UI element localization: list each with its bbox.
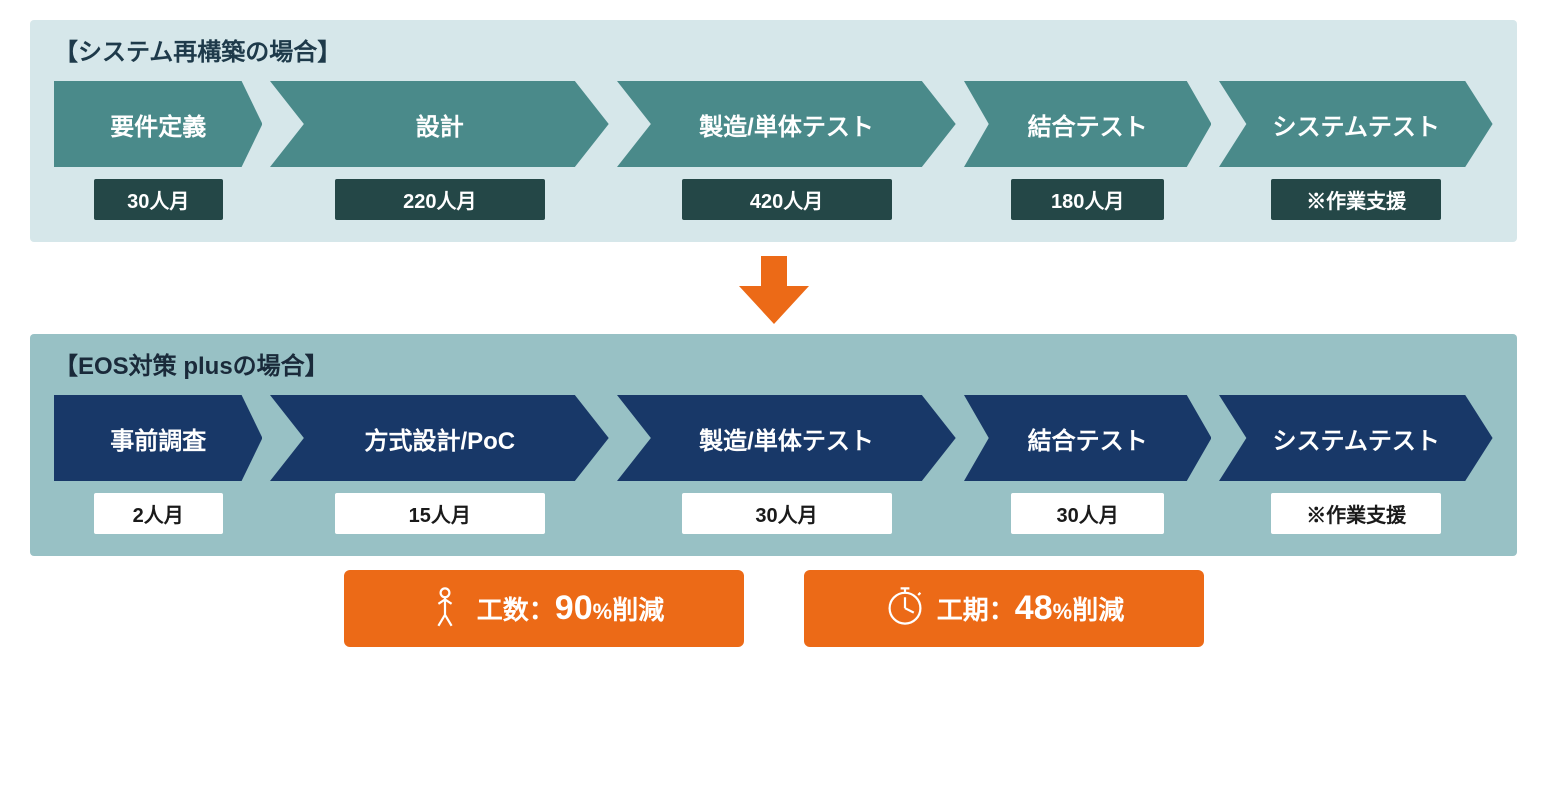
step-label: 製造/単体テスト: [691, 421, 882, 456]
panel-title: 【システム再構築の場合】: [54, 32, 1493, 67]
process-step: 結合テスト 30人月: [964, 395, 1212, 534]
step-value: 2人月: [94, 493, 223, 534]
step-chevron: 事前調査: [54, 395, 262, 481]
panel-eos-plus: 【EOS対策 plusの場合】 事前調査 2人月 方式設計/PoC 15人月 製造/…: [30, 334, 1517, 556]
step-value: 30人月: [94, 179, 223, 220]
process-step: 結合テスト 180人月: [964, 81, 1212, 220]
step-chevron: 設計: [270, 81, 609, 167]
step-label: 要件定義: [102, 107, 214, 142]
process-step: 設計 220人月: [270, 81, 609, 220]
summary-row: 工数：90%削減 工期：48%削減: [30, 570, 1517, 647]
step-value: 180人月: [1011, 179, 1164, 220]
step-chevron: 結合テスト: [964, 395, 1212, 481]
down-arrow-icon: [30, 256, 1517, 324]
step-value: 420人月: [682, 179, 892, 220]
panel-rebuild: 【システム再構築の場合】 要件定義 30人月 設計 220人月 製造/単体テスト 42…: [30, 20, 1517, 242]
summary-number: 90: [555, 589, 593, 627]
process-flow: 要件定義 30人月 設計 220人月 製造/単体テスト 420人月 結合テスト 180人…: [54, 81, 1493, 220]
process-step: システムテスト ※作業支援: [1219, 81, 1493, 220]
step-label: システムテスト: [1265, 107, 1448, 142]
summary-suffix: 削減: [1072, 595, 1124, 625]
summary-prefix: 工数：: [477, 595, 555, 625]
step-label: 製造/単体テスト: [691, 107, 882, 142]
step-label: 事前調査: [102, 421, 214, 456]
step-chevron: システムテスト: [1219, 81, 1493, 167]
step-value: 30人月: [682, 493, 892, 534]
stopwatch-icon: [883, 584, 927, 633]
process-step: 要件定義 30人月: [54, 81, 262, 220]
process-flow: 事前調査 2人月 方式設計/PoC 15人月 製造/単体テスト 30人月 結合テスト 3…: [54, 395, 1493, 534]
summary-suffix: 削減: [612, 595, 664, 625]
step-chevron: 製造/単体テスト: [617, 81, 956, 167]
summary-text: 工数：90%削減: [477, 589, 664, 628]
process-step: 製造/単体テスト 420人月: [617, 81, 956, 220]
step-label: システムテスト: [1265, 421, 1448, 456]
step-value: 30人月: [1011, 493, 1164, 534]
step-label: 結合テスト: [1020, 107, 1156, 142]
step-chevron: 要件定義: [54, 81, 262, 167]
person-icon: [423, 584, 467, 633]
step-value: ※作業支援: [1271, 179, 1441, 220]
step-label: 方式設計/PoC: [356, 421, 523, 456]
step-value: 15人月: [335, 493, 545, 534]
step-chevron: システムテスト: [1219, 395, 1493, 481]
process-step: 製造/単体テスト 30人月: [617, 395, 956, 534]
panel-title: 【EOS対策 plusの場合】: [54, 346, 1493, 381]
summary-effort: 工数：90%削減: [344, 570, 744, 647]
summary-duration: 工期：48%削減: [804, 570, 1204, 647]
summary-pct: %: [593, 599, 613, 624]
process-step: 事前調査 2人月: [54, 395, 262, 534]
process-step: 方式設計/PoC 15人月: [270, 395, 609, 534]
summary-prefix: 工期：: [937, 595, 1015, 625]
step-label: 設計: [408, 107, 472, 142]
summary-text: 工期：48%削減: [937, 589, 1124, 628]
step-chevron: 結合テスト: [964, 81, 1212, 167]
step-chevron: 製造/単体テスト: [617, 395, 956, 481]
summary-number: 48: [1015, 589, 1053, 627]
step-chevron: 方式設計/PoC: [270, 395, 609, 481]
step-value: 220人月: [335, 179, 545, 220]
summary-pct: %: [1053, 599, 1073, 624]
process-step: システムテスト ※作業支援: [1219, 395, 1493, 534]
step-value: ※作業支援: [1271, 493, 1441, 534]
step-label: 結合テスト: [1020, 421, 1156, 456]
